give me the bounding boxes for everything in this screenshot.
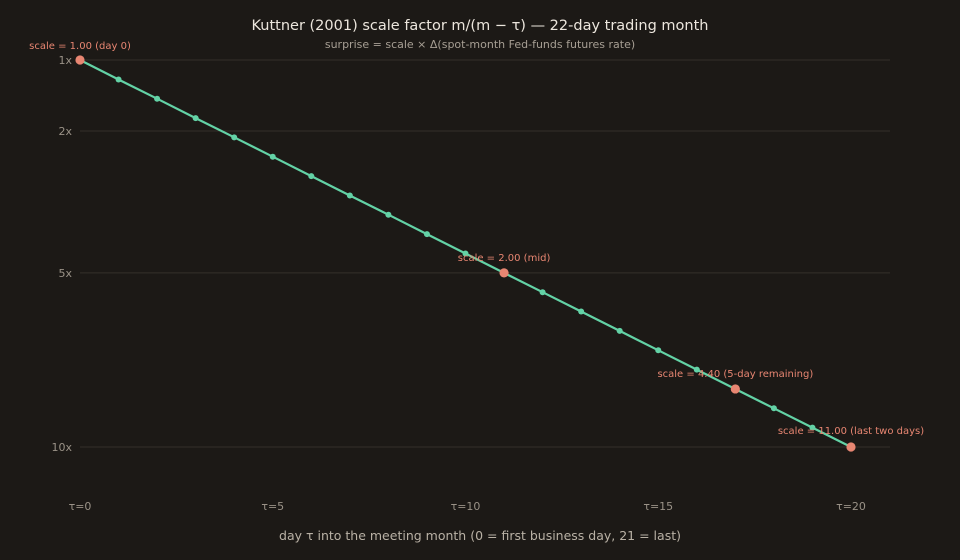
y-tick-label-3: 10x xyxy=(51,441,72,454)
data-point-13 xyxy=(578,308,585,315)
data-point-19 xyxy=(809,424,816,431)
x-tick-label-1: τ=5 xyxy=(261,500,284,513)
chart-subtitle: surprise = scale × Δ(spot-month Fed-fund… xyxy=(325,38,635,51)
data-point-10 xyxy=(462,250,469,257)
data-point-14 xyxy=(616,327,623,334)
annotation-marker-2 xyxy=(730,384,740,394)
annotation-marker-0 xyxy=(75,55,85,65)
annotation-label-3: scale = 11.00 (last two days) xyxy=(778,426,924,437)
data-point-2 xyxy=(154,95,161,102)
annotation-label-1: scale = 2.00 (mid) xyxy=(458,253,551,264)
data-point-3 xyxy=(192,115,199,122)
annotation-marker-3 xyxy=(846,442,856,452)
x-axis-title: day τ into the meeting month (0 = first … xyxy=(279,528,681,543)
data-point-4 xyxy=(231,134,238,141)
axis-layer: 1x 2x 5x 10x τ=0 τ=5 τ=10 τ=15 τ=20 xyxy=(51,54,866,513)
data-point-18 xyxy=(770,405,777,412)
annotation-label-0: scale = 1.00 (day 0) xyxy=(29,41,131,52)
text-layer: Kuttner (2001) scale factor m/(m − τ) — … xyxy=(252,18,709,543)
x-tick-label-0: τ=0 xyxy=(69,500,92,513)
data-point-9 xyxy=(423,231,430,238)
annotation-label-2: scale = 4.40 (5-day remaining) xyxy=(657,369,813,380)
chart-title: Kuttner (2001) scale factor m/(m − τ) — … xyxy=(252,18,709,34)
data-point-8 xyxy=(385,211,392,218)
annotation-layer: scale = 1.00 (day 0) scale = 2.00 (mid) sc… xyxy=(29,41,924,437)
annotation-marker-1 xyxy=(499,268,509,278)
marker-layer xyxy=(75,55,856,452)
data-point-6 xyxy=(308,173,315,180)
y-tick-label-0: 1x xyxy=(58,54,72,67)
x-tick-label-3: τ=15 xyxy=(643,500,673,513)
data-point-12 xyxy=(539,289,546,296)
x-tick-label-2: τ=10 xyxy=(451,500,481,513)
data-point-1 xyxy=(115,76,122,83)
data-point-15 xyxy=(655,347,662,354)
data-point-16 xyxy=(693,366,700,373)
y-tick-label-2: 5x xyxy=(58,267,72,280)
data-point-7 xyxy=(346,192,353,199)
data-point-5 xyxy=(269,153,276,160)
x-tick-label-4: τ=20 xyxy=(836,500,866,513)
grid-layer xyxy=(80,59,890,448)
y-tick-label-1: 2x xyxy=(58,125,72,138)
